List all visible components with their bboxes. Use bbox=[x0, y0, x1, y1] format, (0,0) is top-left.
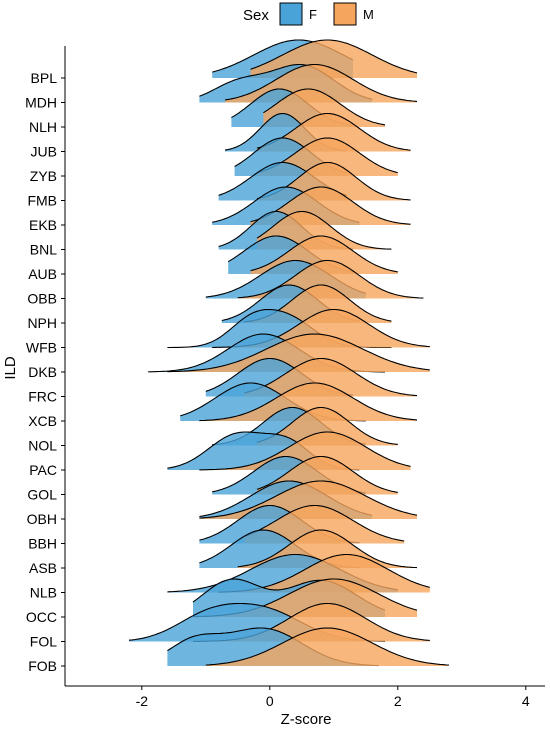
x-tick-label: 4 bbox=[522, 693, 530, 709]
ridge-line-xcb-m bbox=[199, 382, 418, 422]
ridge-line-dkb-m bbox=[167, 333, 430, 373]
ridge-line-frc-m bbox=[244, 357, 418, 397]
ridge-line-aub-m bbox=[250, 235, 398, 273]
y-tick-label: BNL bbox=[30, 242, 57, 258]
legend-swatch-f bbox=[279, 2, 303, 26]
y-tick-label: NLH bbox=[29, 119, 57, 135]
y-tick-label: EKB bbox=[29, 217, 57, 233]
y-tick-label: XCB bbox=[28, 413, 57, 429]
plot-area bbox=[128, 39, 450, 667]
ridge-line-nol-m bbox=[256, 406, 398, 445]
ridge-line-jub-m bbox=[256, 112, 411, 151]
ridge-line-nlh-m bbox=[263, 88, 386, 126]
y-tick-label: ASB bbox=[29, 560, 57, 576]
y-tick-label: BBH bbox=[28, 536, 57, 552]
y-tick-label: NLB bbox=[30, 585, 57, 601]
x-tick-label: 2 bbox=[394, 693, 402, 709]
ridge-area-occ-m bbox=[193, 579, 417, 617]
y-tick-label: NOL bbox=[28, 438, 57, 454]
ridge-area-xcb-m bbox=[199, 383, 417, 421]
ridge-line-pac-m bbox=[199, 431, 411, 471]
ridge-line-bbh-m bbox=[244, 504, 405, 542]
y-tick-label: JUB bbox=[31, 144, 57, 160]
x-axis: -2 0 2 4 bbox=[65, 685, 545, 709]
legend-swatch-m bbox=[333, 2, 357, 26]
y-tick-label: NPH bbox=[27, 315, 57, 331]
ridge-area-wfb-f bbox=[167, 309, 392, 348]
ridge-area-pac-m bbox=[199, 432, 411, 470]
ridge-line-bnl-m bbox=[256, 210, 392, 250]
ridge-line-fob-m bbox=[205, 627, 450, 666]
legend-label-m: M bbox=[363, 7, 374, 22]
ridge-line-mdh-m bbox=[224, 63, 418, 102]
y-tick-label: FOB bbox=[28, 658, 57, 674]
ridge-area-nol-m bbox=[257, 407, 398, 446]
x-axis-label: Z-score bbox=[281, 711, 332, 728]
ridge-line-asb-m bbox=[237, 529, 418, 569]
ridge-area-fob-m bbox=[205, 628, 449, 666]
y-tick-label: FMB bbox=[27, 193, 57, 209]
x-tick-label: -2 bbox=[136, 693, 149, 709]
y-tick-label: FRC bbox=[28, 389, 57, 405]
y-tick-label: OBH bbox=[27, 511, 57, 527]
y-tick-label: WFB bbox=[26, 340, 57, 356]
ridge-area-bbh-m bbox=[244, 505, 405, 544]
ridge-line-obb-m bbox=[237, 259, 424, 299]
y-tick-label: BPL bbox=[31, 70, 58, 86]
y-tick-label: ZYB bbox=[30, 168, 57, 184]
y-tick-label: MDH bbox=[25, 95, 57, 111]
legend-title: Sex bbox=[243, 7, 269, 24]
ridge-area-dkb-m bbox=[167, 334, 430, 372]
y-tick-label: PAC bbox=[29, 462, 57, 478]
y-axis: BPL MDH NLH JUB ZYB FMB EKB BNL AUB OBB NPH WFB DKB F… bbox=[25, 46, 66, 686]
legend: Sex F M bbox=[243, 2, 374, 26]
x-tick-label: 0 bbox=[266, 693, 274, 709]
y-tick-label: OCC bbox=[26, 609, 57, 625]
ridge-line-ekb-m bbox=[250, 186, 411, 225]
y-tick-label: AUB bbox=[28, 266, 57, 282]
y-tick-label: OBB bbox=[27, 291, 57, 307]
ridge-area-wfb-m bbox=[212, 309, 430, 348]
y-tick-label: GOL bbox=[27, 487, 57, 503]
y-tick-label: FOL bbox=[30, 634, 57, 650]
y-axis-label: ILD bbox=[2, 356, 19, 380]
ridge-line-gol-m bbox=[256, 455, 398, 493]
legend-label-f: F bbox=[309, 7, 317, 22]
ridge-area-fol-m bbox=[193, 603, 430, 642]
y-tick-label: DKB bbox=[28, 364, 57, 380]
ridge-line-obh-m bbox=[199, 480, 418, 519]
ridge-area-frc-m bbox=[244, 358, 417, 397]
ridge-line-bpl-m bbox=[250, 39, 418, 74]
